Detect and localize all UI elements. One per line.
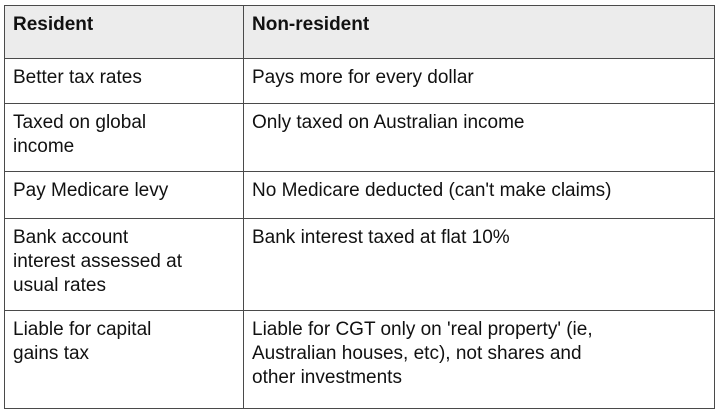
- table-cell: Better tax rates: [4, 58, 244, 104]
- table-cell: Bank account interest assessed at usual …: [4, 218, 244, 311]
- table-cell: Taxed on global income: [4, 103, 244, 172]
- comparison-table: Resident Non-resident Better tax rates Pay…: [4, 5, 715, 409]
- header-cell: Resident: [4, 5, 244, 59]
- header-row: Resident Non-resident: [4, 5, 715, 59]
- table-cell: No Medicare deducted (can't make claims): [243, 171, 715, 219]
- table-row: Taxed on global income Only taxed on Aust…: [4, 103, 715, 172]
- table-row: Pay Medicare levy No Medicare deducted (c…: [4, 171, 715, 219]
- header-cell: Non-resident: [243, 5, 715, 59]
- table-cell: Only taxed on Australian income: [243, 103, 715, 172]
- table-cell: Pays more for every dollar: [243, 58, 715, 104]
- table-cell: Pay Medicare levy: [4, 171, 244, 219]
- table-row: Bank account interest assessed at usual …: [4, 218, 715, 311]
- table-cell: Liable for CGT only on 'real property' (…: [243, 310, 715, 409]
- table-row: Liable for capital gains tax Liable for C…: [4, 310, 715, 409]
- table-cell: Bank interest taxed at flat 10%: [243, 218, 715, 311]
- table-cell: Liable for capital gains tax: [4, 310, 244, 409]
- table-body: Better tax rates Pays more for every doll…: [4, 58, 715, 409]
- table-row: Better tax rates Pays more for every doll…: [4, 58, 715, 104]
